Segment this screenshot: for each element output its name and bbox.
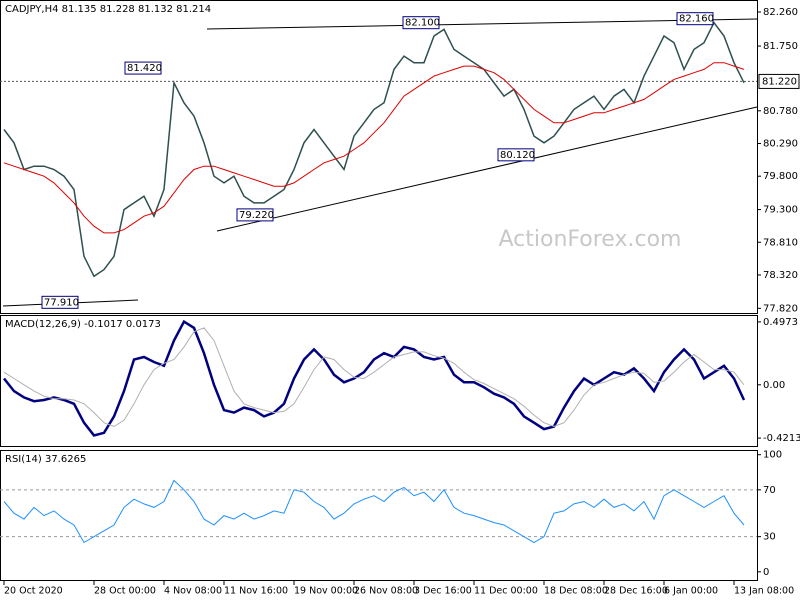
x-tick-label: 13 Jan 08:00 (734, 586, 794, 597)
trendline (206, 18, 758, 30)
x-tick-label: 11 Dec 00:00 (474, 586, 538, 597)
series-line (3, 327, 745, 428)
rsi-panel (0, 450, 758, 581)
price-panel (0, 0, 758, 314)
y-tick-label: -0.4213 (763, 433, 800, 444)
series-line (3, 62, 745, 234)
y-tick-label: 79.800 (763, 171, 798, 182)
x-tick-label: 19 Nov 00:00 (294, 586, 358, 597)
y-tick-label: 81.750 (763, 41, 798, 52)
y-tick-label: 80.290 (763, 138, 798, 149)
x-tick-label: 26 Nov 08:00 (354, 586, 418, 597)
x-tick-label: 20 Oct 2020 (4, 586, 63, 597)
price-annotation-box (41, 295, 79, 309)
price-annotation: 81.420 (127, 63, 162, 74)
y-tick-label: 0.4973 (763, 317, 798, 328)
y-tick-label: 80.780 (763, 106, 798, 117)
series-line (3, 21, 745, 278)
x-tick-label: 6 Jan 00:00 (664, 586, 718, 597)
series-line (3, 319, 746, 437)
x-tick-label: 18 Dec 08:00 (544, 586, 608, 597)
y-tick-label: 0 (763, 567, 769, 578)
price-annotation-box (236, 208, 274, 222)
y-tick-label: 82.260 (763, 7, 798, 18)
x-tick-label: 28 Oct 00:00 (94, 586, 156, 597)
trendline (216, 106, 758, 232)
y-tick-label: 70 (763, 485, 776, 496)
price-annotation: 82.100 (405, 18, 440, 29)
price-annotation-box (676, 12, 714, 26)
price-annotation-box (124, 61, 162, 75)
panel-title: CADJPY,H4 81.135 81.228 81.132 81.214 (5, 4, 211, 15)
price-annotation: 77.910 (44, 297, 79, 308)
y-tick-label: 30 (763, 532, 776, 543)
x-tick-label: 28 Dec 16:00 (604, 586, 668, 597)
last-price-label: 81.220 (762, 76, 797, 87)
y-tick-label: 77.820 (763, 303, 798, 314)
watermark: ActionForex.com (499, 227, 682, 252)
x-tick-label: 4 Nov 08:00 (164, 586, 222, 597)
price-annotation-box (402, 16, 440, 30)
price-annotation: 79.220 (239, 210, 274, 221)
y-tick-label: 79.300 (763, 205, 798, 216)
y-tick-label: 100 (763, 450, 782, 461)
y-tick-label: 78.810 (763, 237, 798, 248)
x-tick-label: 11 Nov 16:00 (224, 586, 288, 597)
y-tick-label: 78.320 (763, 270, 798, 281)
price-annotation: 80.120 (500, 150, 535, 161)
panel-title: RSI(14) 37.6265 (5, 454, 86, 465)
last-price-box (758, 73, 800, 89)
y-tick-label: 0.00 (763, 380, 785, 391)
macd-panel (0, 315, 758, 447)
price-annotation-box (497, 148, 535, 162)
series-line (3, 479, 745, 544)
panel-title: MACD(12,26,9) -0.1017 0.0173 (5, 319, 161, 330)
x-tick-label: 3 Dec 16:00 (414, 586, 472, 597)
price-annotation: 82.160 (679, 14, 714, 25)
